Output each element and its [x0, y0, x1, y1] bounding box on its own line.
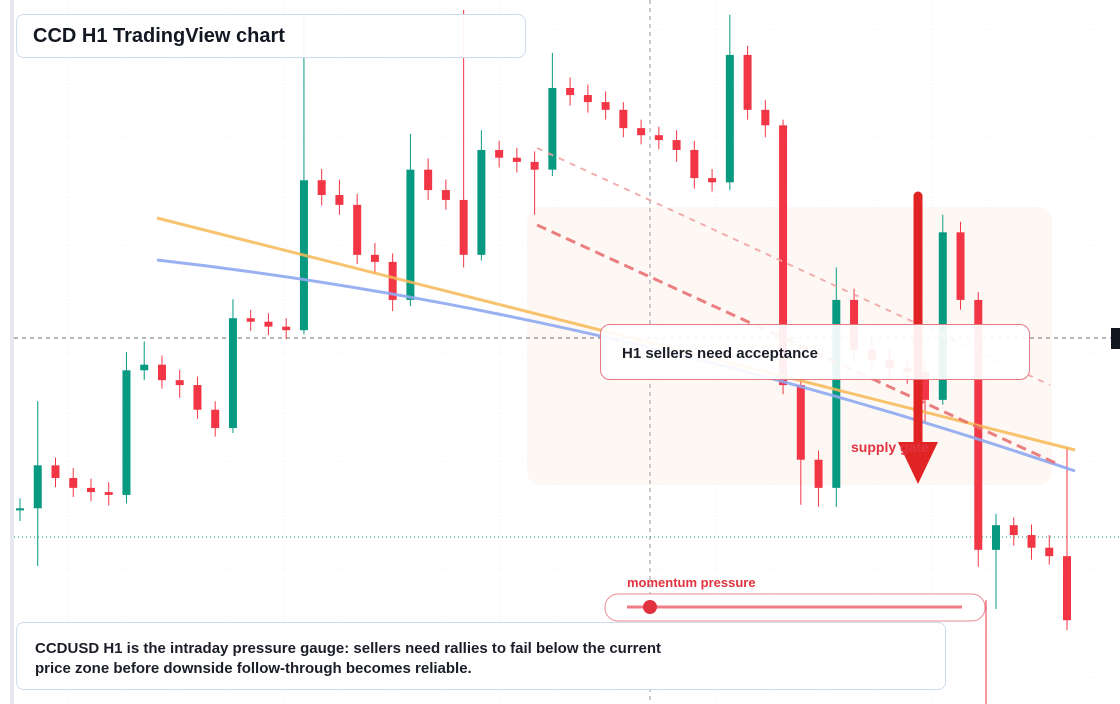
candle-body [370, 254, 379, 262]
candle-body [761, 109, 770, 126]
candle-body [1009, 525, 1018, 536]
candle-body [708, 178, 717, 183]
candle-body [583, 95, 592, 103]
candle-body [193, 385, 202, 410]
candle-body [406, 169, 415, 300]
candle-body [1063, 556, 1071, 621]
candle-body [69, 478, 78, 488]
left-edge [10, 0, 14, 704]
candle-body [388, 261, 397, 300]
annotation: supply gate [851, 439, 929, 455]
candle-body [353, 204, 362, 255]
candle-body [548, 88, 557, 170]
candle-body [832, 299, 841, 488]
candle-body [335, 195, 344, 205]
candle-body [246, 318, 255, 322]
candle-body [264, 321, 273, 327]
candle-body [601, 102, 610, 110]
candle-body [992, 525, 1001, 550]
gauge-knob [643, 600, 657, 614]
candle-body [495, 149, 504, 158]
candle-body [779, 125, 788, 386]
gauge-label: momentum pressure [627, 575, 756, 590]
candle-body [637, 128, 646, 136]
candle-body [157, 364, 166, 381]
candle-body [938, 232, 947, 400]
candle-body [512, 157, 521, 162]
candle-body [441, 190, 450, 200]
annotation-box: H1 sellers need acceptance [600, 324, 1030, 380]
candle-body [211, 409, 220, 429]
candle-body [86, 487, 95, 493]
candle-body [725, 54, 734, 183]
candle-body [1045, 547, 1054, 557]
price-tag [1111, 328, 1120, 349]
candle-body [33, 465, 42, 509]
candle-body [672, 140, 681, 150]
candle-body [16, 508, 24, 511]
candle-body [921, 371, 930, 400]
candle-body [796, 385, 805, 460]
candle-body [317, 180, 326, 196]
candle-body [175, 380, 184, 386]
candle-body [566, 88, 575, 96]
candle-body [282, 326, 291, 331]
candle-body [619, 109, 628, 129]
candle-body [104, 492, 113, 495]
candle-body [459, 199, 468, 255]
candle-body [1027, 535, 1036, 548]
candle-body [140, 364, 149, 371]
chart-title: CCD H1 TradingView chart [16, 14, 526, 58]
caption: CCDUSD H1 is the intraday pressure gauge… [35, 640, 662, 677]
candle-body [690, 149, 699, 179]
candle-body [743, 54, 752, 110]
candle-body [814, 459, 823, 488]
candle-body [477, 149, 486, 255]
candle-body [228, 318, 237, 429]
candle-body [51, 465, 60, 479]
caption-box: CCDUSD H1 is the intraday pressure gauge… [16, 622, 946, 690]
candle-body [122, 370, 131, 495]
candle-body [530, 161, 539, 170]
candle-body [956, 232, 965, 300]
candle-body [654, 135, 663, 141]
candle-body [424, 169, 433, 191]
arrow-head [898, 442, 938, 484]
